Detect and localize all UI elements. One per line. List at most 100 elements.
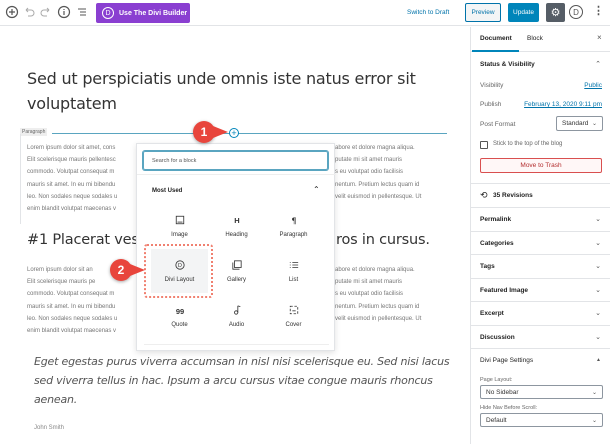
preview-button[interactable]: Preview xyxy=(465,3,501,22)
paragraph-2-right[interactable]: abore et dolore magna aliqua. putate mi s… xyxy=(335,264,421,325)
block-type-label: Paragraph xyxy=(20,128,48,136)
panel-title[interactable]: Discussion xyxy=(480,333,515,341)
panel-tags[interactable]: Tags ⌄ xyxy=(471,255,610,279)
paragraph-line: nentum. Pretium lectus quam id xyxy=(335,303,420,310)
more-options-icon[interactable]: ⋮ xyxy=(593,5,604,17)
panel-title[interactable]: Divi Page Settings xyxy=(480,357,534,364)
callout-2-pointer xyxy=(130,264,145,276)
settings-sidebar: Document Block × Status & Visibility ⌃ V… xyxy=(470,27,610,444)
divi-settings-icon[interactable]: D xyxy=(569,5,583,19)
panel-discussion[interactable]: Discussion ⌄ xyxy=(471,326,610,349)
history-icon: ⟲ xyxy=(480,190,488,200)
block-item-image[interactable]: Image xyxy=(151,204,208,248)
chevron-down-icon[interactable]: ⌄ xyxy=(595,333,601,341)
post-title[interactable]: Sed ut perspiciatis unde omnis iste natu… xyxy=(27,69,416,113)
paragraph-icon: ¶ xyxy=(291,215,296,225)
sticky-checkbox[interactable] xyxy=(480,141,488,149)
divider xyxy=(144,344,329,345)
block-item-quote[interactable]: 99 Quote xyxy=(151,294,208,338)
close-icon[interactable]: × xyxy=(597,33,602,42)
block-label: Cover xyxy=(285,321,302,328)
block-item-gallery[interactable]: Gallery xyxy=(208,249,265,293)
status-visibility-panel: Status & Visibility ⌃ Visibility Public … xyxy=(471,52,610,184)
chevron-up-icon[interactable]: ⌃ xyxy=(595,61,601,68)
gear-icon: ⚙ xyxy=(550,7,561,19)
blockquote[interactable]: Eget egestas purus viverra accumsan in n… xyxy=(34,355,450,406)
panel-title[interactable]: Excerpt xyxy=(480,310,504,317)
tab-block[interactable]: Block xyxy=(527,35,543,42)
block-item-divi-layout[interactable]: D Divi Layout xyxy=(151,249,208,293)
panel-categories[interactable]: Categories ⌄ xyxy=(471,232,610,255)
paragraph-line: leo. Non sodales neque sodales u xyxy=(27,315,118,322)
block-item-audio[interactable]: Audio xyxy=(208,294,265,338)
paragraph-1-right[interactable]: abore et dolore magna aliqua. putate mi s… xyxy=(335,142,421,203)
switch-to-draft-link[interactable]: Switch to Draft xyxy=(407,9,450,16)
svg-text:99: 99 xyxy=(175,307,183,315)
redo-icon[interactable] xyxy=(39,5,53,19)
block-label: Paragraph xyxy=(279,231,308,238)
page-layout-select[interactable]: No Sidebar ⌄ xyxy=(480,385,603,399)
panel-permalink[interactable]: Permalink ⌄ xyxy=(471,208,610,232)
panel-title[interactable]: Tags xyxy=(480,263,495,270)
heading-right[interactable]: ros in cursus. xyxy=(336,232,430,248)
most-used-heading[interactable]: Most Used xyxy=(152,188,183,194)
panel-featured-image[interactable]: Featured Image ⌄ xyxy=(471,279,610,302)
revisions-link[interactable]: 35 Revisions xyxy=(493,192,533,199)
divi-icon: D xyxy=(102,7,114,19)
chevron-down-icon[interactable]: ⌄ xyxy=(595,263,601,270)
block-item-cover[interactable]: Cover xyxy=(265,294,322,338)
gallery-icon xyxy=(231,259,242,270)
use-divi-builder-button[interactable]: D Use The Divi Builder xyxy=(96,3,190,23)
publish-date-link[interactable]: February 13, 2020 9:11 pm xyxy=(524,101,602,108)
chevron-down-icon[interactable]: ⌄ xyxy=(595,286,601,294)
page-layout-label: Page Layout: xyxy=(480,377,513,383)
paragraph-line: putate mi sit amet mauris xyxy=(335,279,403,286)
paragraph-line: Lorem ipsum dolor sit an xyxy=(27,267,93,273)
info-icon[interactable] xyxy=(57,5,71,19)
sidebar-tabs: Document Block × xyxy=(471,27,610,52)
panel-title[interactable]: Categories xyxy=(480,239,514,247)
update-button[interactable]: Update xyxy=(508,3,539,22)
panel-title[interactable]: Permalink xyxy=(480,216,512,223)
block-label: Divi Layout xyxy=(164,276,195,283)
visibility-label: Visibility xyxy=(480,82,504,89)
quote-citation[interactable]: John Smith xyxy=(34,425,65,431)
settings-button[interactable]: ⚙ xyxy=(546,3,565,22)
chevron-down-icon: ⌄ xyxy=(591,417,597,424)
hide-nav-select[interactable]: Default ⌄ xyxy=(480,413,603,427)
add-block-inline-button[interactable]: + xyxy=(229,128,239,138)
chevron-down-icon[interactable]: ⌄ xyxy=(595,239,601,247)
chevron-down-icon[interactable]: ⌄ xyxy=(595,216,601,223)
undo-icon[interactable] xyxy=(22,5,36,19)
paragraph-2-left[interactable]: Lorem ipsum dolor sit an Elit scelerisque… xyxy=(27,264,117,337)
add-block-icon[interactable] xyxy=(5,5,19,19)
block-inserter-popup: Search for a block Most Used ⌃ Image H Hea… xyxy=(136,143,336,351)
post-format-select[interactable]: Standard ⌄ xyxy=(556,116,603,131)
audio-icon xyxy=(233,304,240,315)
paragraph-line: velit euismod in pellentesque. Ut xyxy=(335,193,422,200)
revisions-panel[interactable]: 35 Revisions ⟲ xyxy=(471,184,610,208)
paragraph-line: enim blandit volutpat maecenas v xyxy=(27,328,117,335)
panel-title[interactable]: Status & Visibility xyxy=(480,61,535,68)
divider xyxy=(137,174,336,175)
visibility-link[interactable]: Public xyxy=(584,82,602,89)
block-item-list[interactable]: List xyxy=(265,249,322,293)
block-item-paragraph[interactable]: ¶ Paragraph xyxy=(265,204,322,248)
panel-title[interactable]: Featured Image xyxy=(480,286,529,294)
paragraph-1-left[interactable]: Lorem ipsum dolor sit amet, cons Elit sce… xyxy=(27,142,117,215)
outline-icon[interactable] xyxy=(75,5,89,19)
block-label: Audio xyxy=(228,321,245,328)
block-item-heading[interactable]: H Heading xyxy=(208,204,265,248)
panel-excerpt[interactable]: Excerpt ⌄ xyxy=(471,302,610,326)
block-search-input[interactable]: Search for a block xyxy=(143,151,328,170)
chevron-up-icon[interactable]: ▲ xyxy=(596,357,601,363)
heading-left[interactable]: #1 Placerat vesti xyxy=(27,232,149,248)
tab-document[interactable]: Document xyxy=(480,35,512,42)
paragraph-line: velit euismod in pellentesque. Ut xyxy=(335,315,422,322)
move-to-trash-button[interactable]: Move to Trash xyxy=(480,158,602,173)
top-toolbar: D Use The Divi Builder Switch to Draft Pr… xyxy=(0,0,610,26)
chevron-up-icon[interactable]: ⌃ xyxy=(313,185,320,194)
publish-label: Publish xyxy=(480,101,502,108)
sticky-label[interactable]: Stick to the top of the blog xyxy=(493,141,563,147)
chevron-down-icon[interactable]: ⌄ xyxy=(595,310,601,317)
